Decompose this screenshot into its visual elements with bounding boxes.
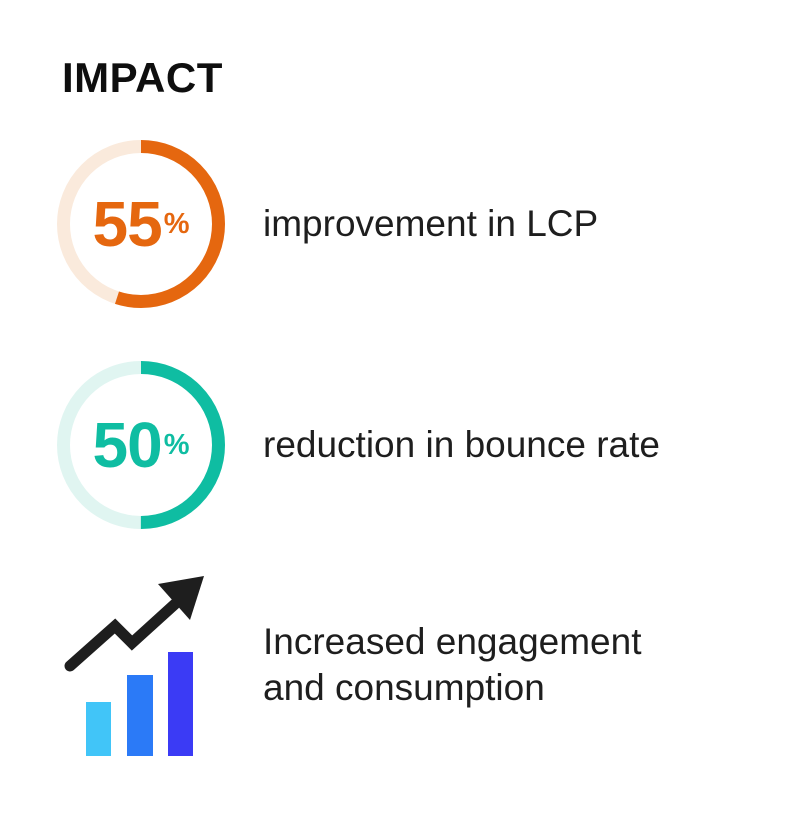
- stat-label-engagement: Increased engagement and consumption: [263, 621, 642, 708]
- bar-chart-growth-icon: [64, 576, 204, 756]
- growth-arrow-shaft: [64, 598, 181, 672]
- stat-label-lcp: improvement in LCP: [263, 203, 599, 244]
- percent-sign: %: [163, 428, 190, 461]
- donut-chart-bounce-rate: 50%: [57, 361, 225, 529]
- growth-arrow-head: [158, 576, 204, 620]
- card-title: IMPACT: [62, 54, 223, 101]
- donut-center-value: 55%: [57, 140, 225, 308]
- bar-chart-bar-tall: [168, 652, 193, 756]
- donut-ring-svg: [57, 361, 225, 529]
- donut-ring-svg: [57, 140, 225, 308]
- donut-chart-lcp: 55%: [57, 140, 225, 308]
- bar-chart-bar-small: [86, 702, 111, 756]
- stat-value: 50: [92, 409, 163, 481]
- stat-label-bounce-rate: reduction in bounce rate: [263, 424, 660, 465]
- stat-value: 55: [92, 188, 163, 260]
- bar-chart-bar-medium: [127, 675, 153, 756]
- donut-center-value: 50%: [57, 361, 225, 529]
- percent-sign: %: [163, 207, 190, 240]
